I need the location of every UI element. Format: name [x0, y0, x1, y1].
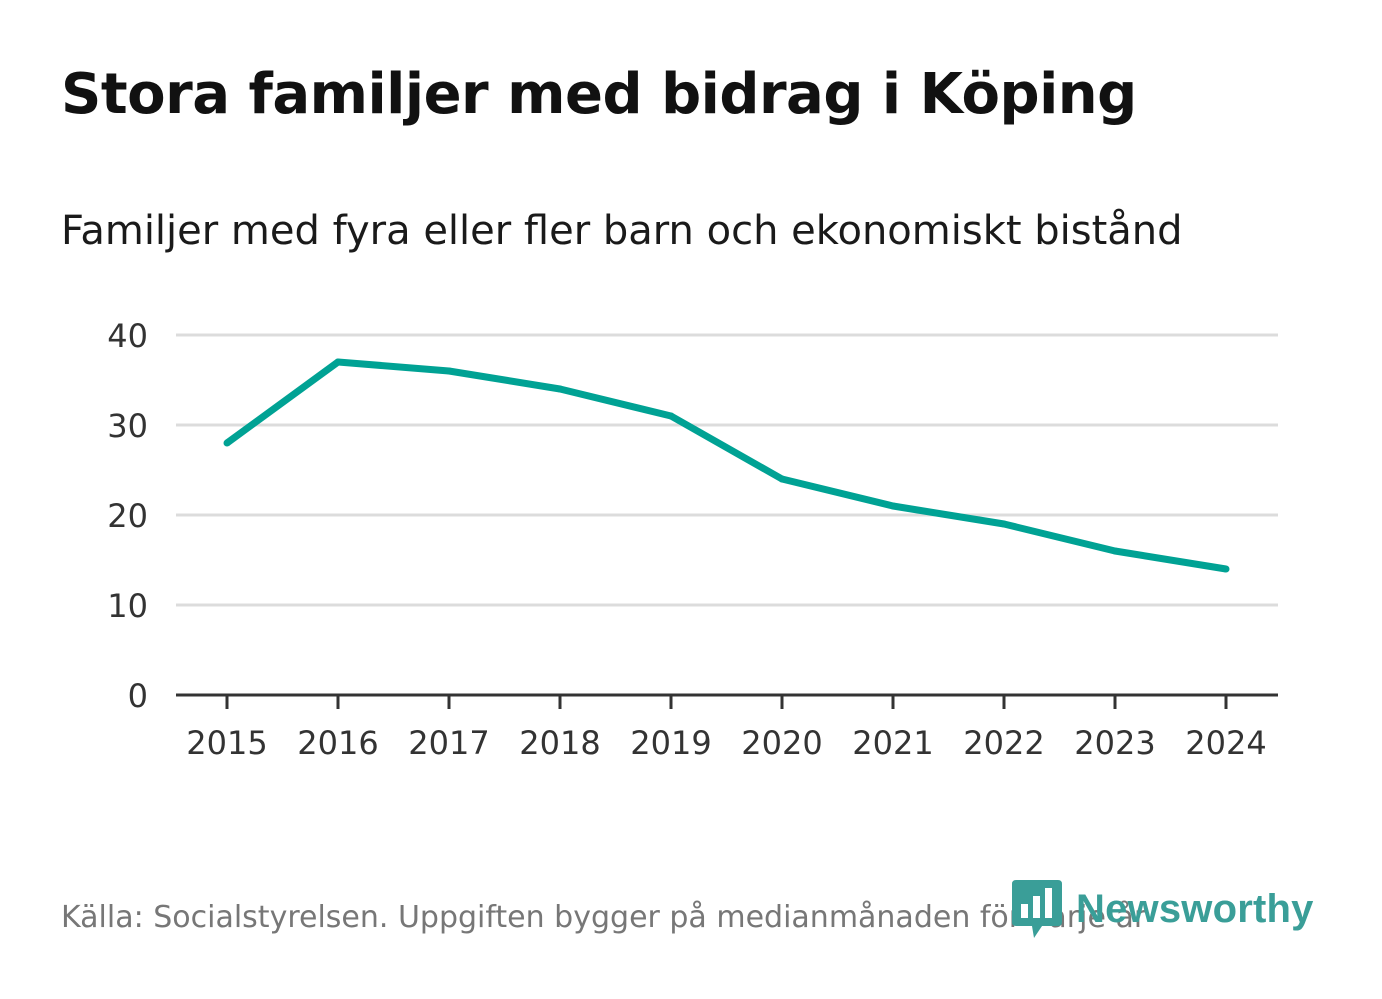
- data-point: [1222, 565, 1230, 573]
- y-tick-label: 20: [107, 497, 148, 535]
- x-tick-label: 2023: [1074, 724, 1155, 762]
- data-point: [445, 367, 453, 375]
- newsworthy-logo[interactable]: Newsworthy: [1012, 880, 1314, 938]
- x-tick-label: 2017: [408, 724, 489, 762]
- y-tick-label: 30: [107, 407, 148, 445]
- x-tick-label: 2016: [297, 724, 378, 762]
- x-tick-label: 2018: [519, 724, 600, 762]
- gridlines: [176, 333, 1278, 607]
- newsworthy-logo-text: Newsworthy: [1076, 886, 1314, 931]
- x-tick-label: 2021: [852, 724, 933, 762]
- series-line: [224, 358, 1227, 573]
- x-axis: 2015 2016 2017 2018 2019 2020 2021 2022 2023 2024: [176, 693, 1278, 762]
- data-point: [778, 475, 786, 483]
- y-tick-label: 10: [107, 587, 148, 625]
- y-tick-label: 40: [107, 317, 148, 355]
- x-tick-label: 2020: [741, 724, 822, 762]
- series-layer: [223, 358, 1230, 573]
- data-point: [1111, 547, 1119, 555]
- newsworthy-logo-icon: [1012, 880, 1062, 938]
- data-point: [889, 502, 897, 510]
- data-point: [667, 412, 675, 420]
- source-note: Källa: Socialstyrelsen. Uppgiften bygger…: [61, 900, 1147, 935]
- x-tick-label: 2024: [1185, 724, 1266, 762]
- data-point: [556, 385, 564, 393]
- x-tick-label: 2019: [630, 724, 711, 762]
- chart-subtitle: Familjer med fyra eller fler barn och ek…: [61, 208, 1183, 254]
- chart-title: Stora familjer med bidrag i Köping: [61, 62, 1137, 127]
- y-tick-label: 0: [128, 677, 148, 715]
- x-tick-label: 2022: [963, 724, 1044, 762]
- data-point: [1000, 520, 1008, 528]
- x-tick-label: 2015: [186, 724, 267, 762]
- data-point: [334, 358, 342, 366]
- y-axis: 0 10 20 30 40: [107, 317, 148, 715]
- data-point: [223, 439, 231, 447]
